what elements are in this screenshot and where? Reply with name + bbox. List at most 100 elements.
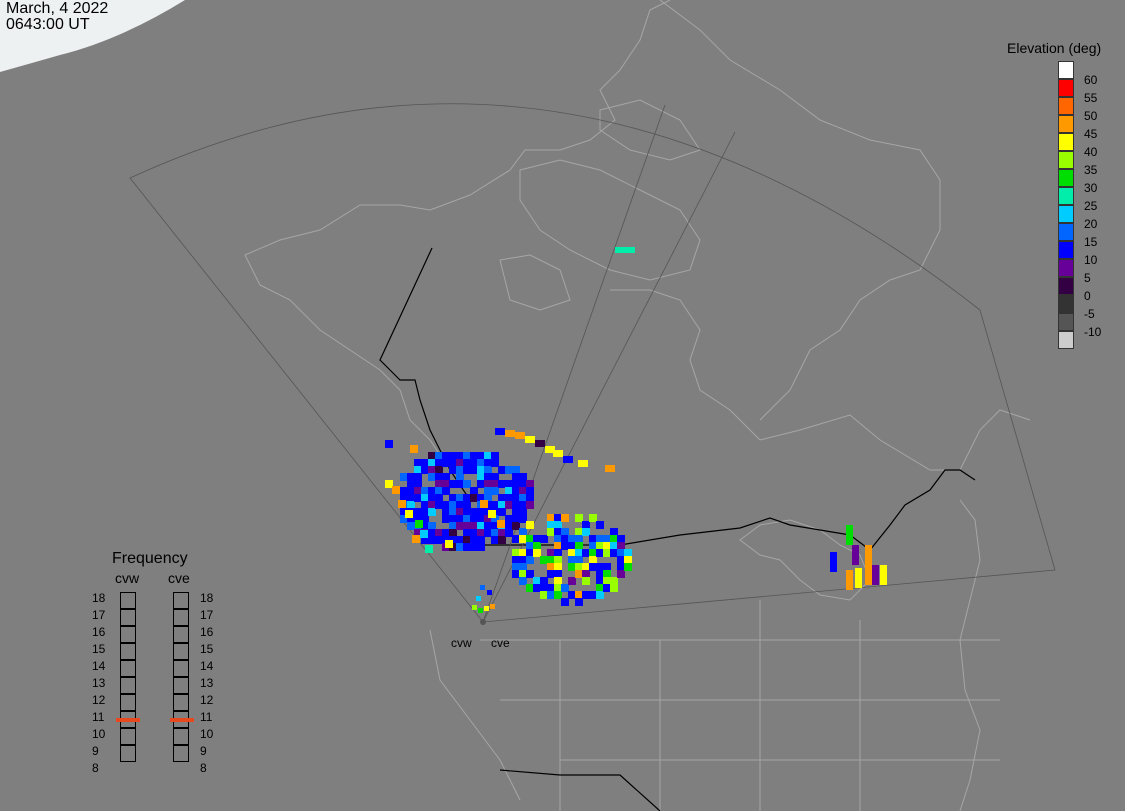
echo-cell [456, 536, 464, 544]
echo-cell [470, 487, 478, 495]
echo-cell [568, 556, 576, 564]
scale-swatch [1058, 169, 1074, 187]
echo-cell [421, 515, 429, 523]
echo-cell [540, 535, 548, 543]
frequency-level-label: 14 [92, 659, 106, 673]
echo-cell [554, 563, 562, 571]
echo-cell [456, 501, 464, 509]
frequency-cell [120, 626, 136, 643]
echo-cell [477, 452, 485, 460]
echo-cell [603, 563, 611, 571]
echo-cell [484, 459, 492, 467]
frequency-level-label: 13 [200, 676, 214, 690]
echo-cell [561, 514, 569, 522]
echo-cell [610, 528, 618, 536]
echo-cell [568, 577, 576, 585]
echo-cell [540, 577, 548, 585]
echo-cell [505, 487, 513, 495]
echo-cell [498, 494, 506, 502]
echo-cell [463, 452, 471, 460]
echo-cell [414, 494, 422, 502]
frequency-cell [120, 745, 136, 762]
frequency-cell [120, 677, 136, 694]
radar-site-marker [480, 619, 486, 625]
echo-cell [463, 522, 471, 530]
echo-cell [385, 440, 393, 448]
echo-cell [547, 521, 555, 529]
echo-cell [498, 536, 506, 544]
echo-cell [526, 521, 534, 529]
echo-cell [398, 500, 406, 508]
echo-cell [491, 459, 499, 467]
scale-label: 25 [1084, 199, 1098, 213]
frequency-marker-cve [170, 718, 194, 722]
echo-cell [428, 508, 436, 516]
echo-cell [568, 591, 576, 599]
echo-cell [561, 598, 569, 606]
echo-cell [846, 570, 853, 590]
echo-cell [435, 487, 443, 495]
echo-cell [491, 487, 499, 495]
echo-cell [491, 522, 499, 530]
echo-cell [505, 480, 513, 488]
echo-cell [526, 556, 534, 564]
echo-cell [610, 542, 618, 550]
echo-cell [392, 486, 400, 494]
echo-cell [505, 430, 515, 437]
echo-cell [519, 570, 527, 578]
echo-cell [421, 501, 429, 509]
echo-cell [400, 508, 408, 516]
echo-cell [582, 591, 590, 599]
echo-cell [554, 542, 562, 550]
echo-cell [488, 510, 496, 518]
echo-cell [547, 570, 555, 578]
echo-cell [442, 452, 450, 460]
frequency-level-label: 10 [92, 727, 106, 741]
frequency-level-label: 9 [200, 744, 207, 758]
echo-cell [596, 563, 604, 571]
echo-cell [526, 542, 534, 550]
echo-cell [480, 585, 485, 590]
scale-label: -10 [1084, 325, 1102, 339]
scale-label: 40 [1084, 145, 1098, 159]
echo-cell [519, 480, 527, 488]
echo-cell [526, 487, 534, 495]
echo-cell [512, 487, 520, 495]
echo-cell [519, 535, 527, 543]
echo-cell [535, 440, 545, 447]
echo-cell [852, 545, 859, 565]
echo-cell [491, 452, 499, 460]
echo-cell [554, 521, 562, 529]
frequency-cell [120, 728, 136, 745]
echo-cell [414, 508, 422, 516]
echo-cell [470, 536, 478, 544]
scale-swatch [1058, 313, 1074, 331]
echo-cell [578, 460, 588, 467]
echo-cell [407, 515, 415, 523]
echo-cell [533, 577, 541, 585]
echo-cell [435, 473, 443, 481]
echo-cell [547, 514, 555, 522]
echo-cell [456, 543, 464, 551]
echo-cell [533, 535, 541, 543]
echo-cell [435, 466, 443, 474]
echo-cell [575, 556, 583, 564]
echo-cell [456, 494, 464, 502]
echo-cell [575, 591, 583, 599]
echo-cell [477, 543, 485, 551]
frequency-level-label: 13 [92, 676, 106, 690]
echo-cell [603, 570, 611, 578]
echo-cell [463, 508, 471, 516]
echo-cell [484, 487, 492, 495]
echo-cell [414, 473, 422, 481]
echo-cell [617, 542, 625, 550]
echo-cell [519, 494, 527, 502]
echo-cell [428, 473, 436, 481]
echo-cell [421, 522, 429, 530]
echo-cell [589, 542, 597, 550]
frequency-level-label: 10 [200, 727, 214, 741]
echo-cell [547, 556, 555, 564]
echo-cell [596, 535, 604, 543]
echo-cell [512, 466, 520, 474]
echo-cell [491, 536, 499, 544]
